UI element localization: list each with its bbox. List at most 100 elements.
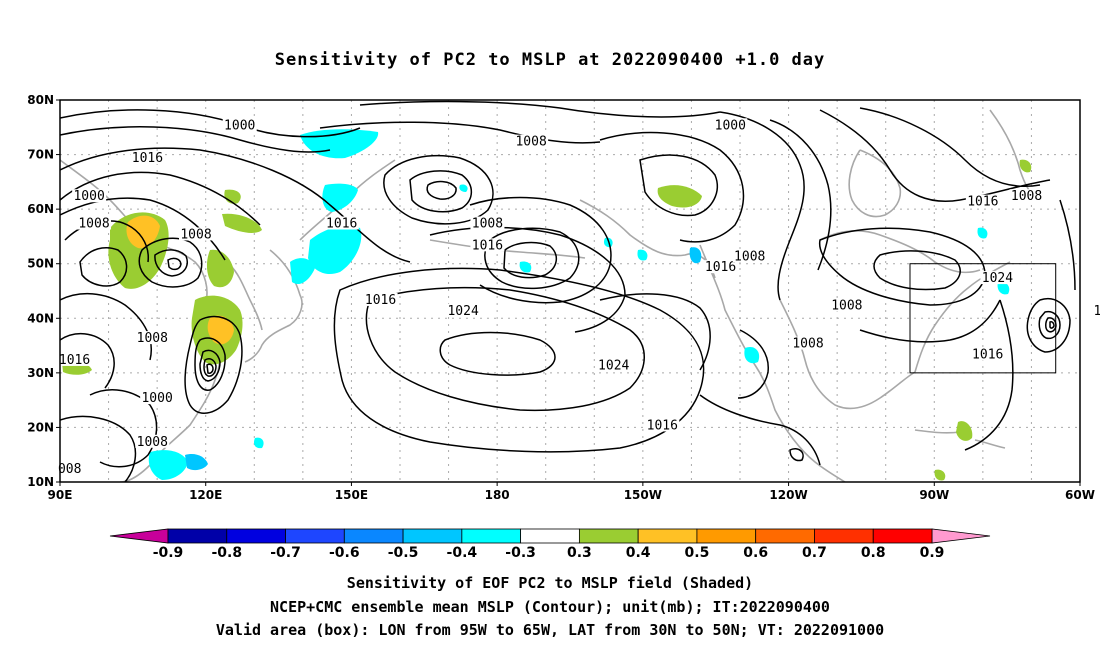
- contour-label-bg: [1092, 303, 1100, 317]
- lat-tick-label: 20N: [27, 420, 54, 434]
- contour-label: 1008: [137, 331, 168, 346]
- contour-label-bg: [732, 249, 767, 263]
- colorbar-low-arrow: [109, 528, 169, 544]
- contour-label: 1000: [715, 118, 746, 133]
- contour-label: 1008: [180, 227, 211, 242]
- colorbar-segment: [696, 528, 757, 544]
- lat-tick-label: 70N: [27, 148, 54, 162]
- contour-label-bg: [514, 134, 549, 148]
- colorbar-segment: [461, 528, 522, 544]
- colorbar-segment: [402, 528, 463, 544]
- colorbar-segment: [167, 528, 228, 544]
- contour-label-bg: [1009, 189, 1044, 203]
- shaded-sensitivity: [62, 129, 1032, 481]
- contour-label: 1016: [647, 418, 678, 433]
- contour-label-bg: [980, 271, 1015, 285]
- contour-label: 1008: [734, 249, 765, 264]
- colorbar-segment: [872, 528, 933, 544]
- contour-label: 1016: [967, 195, 998, 210]
- colorbar-tick-label: 0.9: [920, 545, 945, 561]
- contour-label: 1024: [598, 358, 629, 373]
- colorbar-segment: [755, 528, 815, 544]
- longitude-axis: 90E 120E 150E 180 150W 120W 90W 60W: [48, 482, 1095, 502]
- contour-label: 1016: [1093, 304, 1100, 319]
- contour-label-bg: [470, 216, 505, 230]
- contour-labels: 1000101610001008100810161008100810161016…: [56, 118, 1100, 477]
- contour-label-bg: [965, 194, 1000, 208]
- contour-label: 1000: [141, 391, 172, 406]
- colorbar-segment: [285, 528, 345, 544]
- colorbar-tick-label: -0.8: [211, 545, 242, 561]
- colorbar-tick-label: -0.3: [505, 545, 536, 561]
- contour-label: 1016: [132, 151, 163, 166]
- contour-label-bg: [56, 462, 83, 476]
- lat-tick-label: 40N: [27, 311, 54, 325]
- lon-tick-label: 150E: [335, 488, 368, 502]
- colorbar-tick-label: 0.7: [802, 545, 827, 561]
- colorbar-tick-label: -0.5: [388, 545, 419, 561]
- contour-label-bg: [829, 298, 864, 312]
- contour-label: 1008: [1011, 189, 1042, 204]
- contour-label-bg: [179, 227, 213, 241]
- lon-tick-label: 150W: [624, 488, 662, 502]
- colorbar-segment: [814, 528, 874, 544]
- contour-label: 008: [58, 462, 81, 477]
- contour-label-bg: [596, 358, 631, 372]
- lat-tick-label: 50N: [27, 257, 54, 271]
- lat-tick-label: 10N: [27, 475, 54, 489]
- chart-title: Sensitivity of PC2 to MSLP at 2022090400…: [274, 50, 826, 70]
- contour-label-bg: [77, 216, 111, 230]
- contour-label-bg: [72, 189, 107, 203]
- lon-tick-label: 90W: [919, 488, 949, 502]
- contour-label-bg: [970, 347, 1005, 361]
- lon-tick-label: 180: [485, 488, 510, 502]
- contour-label-bg: [135, 331, 170, 345]
- contour-label: 1000: [224, 118, 255, 133]
- contour-label-bg: [135, 434, 170, 448]
- colorbar-tick-label: -0.9: [153, 545, 184, 561]
- caption-line-1: Sensitivity of EOF PC2 to MSLP field (Sh…: [346, 574, 754, 592]
- colorbar-tick-label: -0.4: [447, 545, 478, 561]
- contour-label: 1008: [515, 135, 546, 150]
- colorbar-tick-label: -0.7: [270, 545, 301, 561]
- lon-tick-label: 120W: [769, 488, 807, 502]
- contour-label: 1008: [831, 298, 862, 313]
- contour-label: 1008: [78, 217, 109, 232]
- contour-label-bg: [324, 216, 359, 230]
- colorbar-tick-label: 0.6: [743, 545, 768, 561]
- contour-label-bg: [57, 352, 92, 366]
- contour-label: 1016: [365, 293, 396, 308]
- colorbar-segment: [637, 528, 698, 544]
- contour-label-bg: [363, 292, 398, 306]
- contour-label: 1008: [137, 435, 168, 450]
- colorbar-high-arrow: [931, 528, 991, 544]
- colorbar-segment: [226, 528, 286, 544]
- contour-label-bg: [446, 303, 481, 317]
- latitude-axis: 80N 70N 60N 50N 40N 30N 20N 10N: [27, 93, 60, 489]
- contour-label-bg: [791, 336, 825, 350]
- colorbar-segment: [520, 528, 580, 544]
- contour-label-bg: [703, 260, 738, 274]
- map-area: [60, 100, 1080, 482]
- contour-label: 1016: [59, 353, 90, 368]
- valid-area-box: [909, 263, 1057, 374]
- contour-label: 1016: [472, 238, 503, 253]
- colorbar-tick-label: 0.8: [861, 545, 886, 561]
- contour-label: 1008: [792, 337, 823, 352]
- colorbar-tick-label: -0.6: [329, 545, 360, 561]
- lat-tick-label: 60N: [27, 202, 54, 216]
- contour-label-bg: [140, 391, 175, 405]
- lat-tick-label: 80N: [27, 93, 54, 107]
- lon-tick-label: 120E: [189, 488, 222, 502]
- colorbar-labels: -0.9 -0.8 -0.7 -0.6 -0.5 -0.4 -0.3 0.3 0.4 0.5 0.6…: [153, 545, 945, 561]
- contour-label-bg: [470, 238, 505, 252]
- contour-label: 1024: [982, 271, 1013, 286]
- contour-label: 1000: [73, 189, 104, 204]
- colorbar: [109, 528, 991, 544]
- colorbar-segment: [578, 528, 639, 544]
- contour-label: 1016: [326, 217, 357, 232]
- contour-label: 1024: [447, 304, 478, 319]
- contour-label: 1016: [705, 260, 736, 275]
- contour-label-bg: [645, 418, 680, 432]
